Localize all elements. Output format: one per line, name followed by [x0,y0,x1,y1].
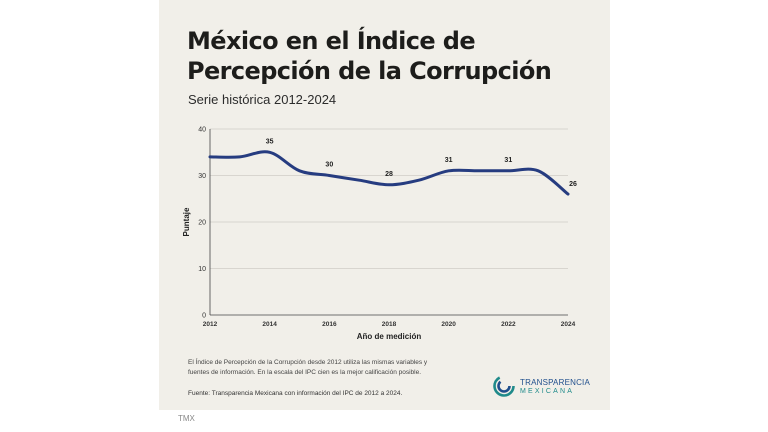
x-tick-label: 2012 [203,321,218,328]
chart-subtitle: Serie histórica 2012-2024 [188,92,337,107]
logo-mark-icon [493,375,515,397]
y-tick-label: 10 [198,266,206,273]
logo-text-line1: TRANSPARENCIA [520,378,591,387]
y-tick-label: 0 [202,313,206,320]
source-note: Fuente: Transparencia Mexicana con infor… [188,390,403,397]
series-lines [208,150,570,196]
chart-title: México en el Índice de Percepción de la … [187,27,552,85]
x-tick-label: 2018 [382,321,397,328]
x-tick-label: 2020 [441,321,456,328]
data-label: 28 [385,171,393,178]
x-tick-labels: 2012 2014 2016 2018 2020 2022 2024 [203,321,576,328]
data-labels: 35 30 28 31 31 26 [266,138,577,188]
y-tick-labels: 0 10 20 30 40 [198,127,206,320]
y-tick-label: 40 [198,127,206,134]
x-tick-label: 2014 [262,321,277,328]
y-axis-label: Puntaje [182,207,191,236]
x-tick-label: 2022 [501,321,516,328]
transparencia-mexicana-logo: TRANSPARENCIA MEXICANA [493,374,613,400]
infographic-card: México en el Índice de Percepción de la … [159,0,610,410]
methodology-note: El Índice de Percepción de la Corrupción… [188,359,428,376]
data-label: 31 [445,157,453,164]
line-chart: 0 10 20 30 40 2012 2014 2016 2018 2020 2022 2024 3… [182,127,577,342]
x-tick-label: 2016 [322,321,337,328]
data-label: 30 [325,162,333,169]
data-label: 26 [569,181,577,188]
y-tick-label: 20 [198,220,206,227]
axes [209,129,568,316]
x-axis-label: Año de medición [357,332,422,341]
data-label: 31 [504,157,512,164]
series-line [208,150,570,196]
footer-credit: TMX [178,414,195,423]
data-label: 35 [266,138,274,145]
y-tick-label: 30 [198,173,206,180]
logo-text-line2: MEXICANA [520,388,575,395]
grid-lines [210,128,568,269]
x-tick-label: 2024 [561,321,576,328]
